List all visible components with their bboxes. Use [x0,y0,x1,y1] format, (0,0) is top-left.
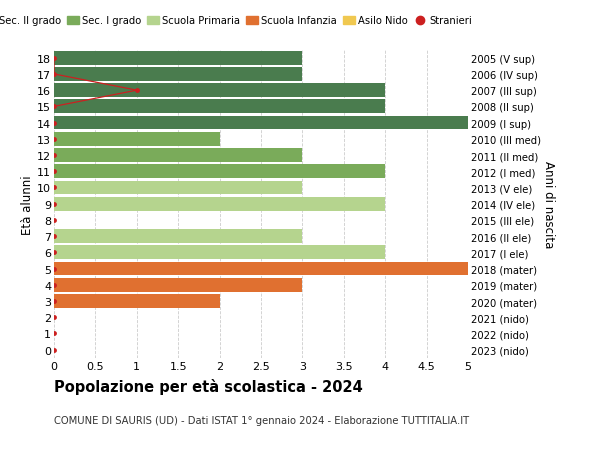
Bar [54,117,468,130]
Text: COMUNE DI SAURIS (UD) - Dati ISTAT 1° gennaio 2024 - Elaborazione TUTTITALIA.IT: COMUNE DI SAURIS (UD) - Dati ISTAT 1° ge… [54,415,469,425]
Bar [54,295,220,308]
Bar [54,100,385,114]
Bar [54,165,385,179]
Bar [54,197,385,211]
Bar [54,149,302,162]
Bar [54,133,220,146]
Legend: Sec. II grado, Sec. I grado, Scuola Primaria, Scuola Infanzia, Asilo Nido, Stran: Sec. II grado, Sec. I grado, Scuola Prim… [0,12,476,30]
Bar [54,52,302,66]
Bar [54,68,302,82]
Bar [54,278,302,292]
Text: Popolazione per età scolastica - 2024: Popolazione per età scolastica - 2024 [54,379,363,395]
Y-axis label: Età alunni: Età alunni [22,174,34,234]
Bar [54,181,302,195]
Bar [54,246,385,260]
Bar [54,230,302,244]
Bar [54,262,468,276]
Y-axis label: Anni di nascita: Anni di nascita [542,161,554,248]
Bar [54,84,385,98]
